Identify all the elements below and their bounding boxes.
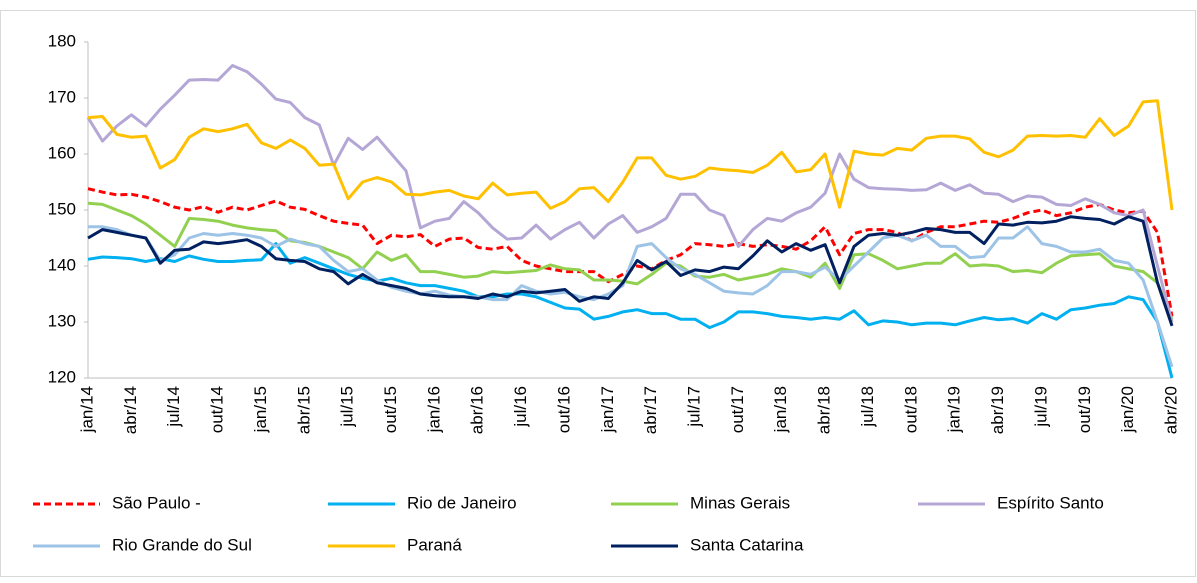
x-tick-label: jul/19 [1031,386,1050,428]
legend-label: São Paulo - [112,493,201,512]
x-tick-label: out/18 [901,386,920,433]
x-tick-label: out/14 [208,386,227,433]
legend-label: Minas Gerais [690,493,790,512]
x-tick-label: abr/18 [815,386,834,434]
legend-label: Paraná [407,535,462,554]
series-line [87,215,1174,327]
x-tick-label: abr/16 [468,386,487,434]
x-tick-label: jul/17 [685,386,704,428]
y-tick-label: 130 [48,311,76,330]
y-tick-label: 140 [48,255,76,274]
x-tick-label: jul/14 [164,386,183,428]
x-tick-label: jan/18 [771,386,790,433]
legend-label: Rio de Janeiro [407,493,517,512]
x-tick-label: abr/17 [641,386,660,434]
x-tick-label: out/19 [1075,386,1094,433]
legend-label: Santa Catarina [690,535,804,554]
series-line [87,99,1174,211]
legend-label: Rio Grande do Sul [112,535,252,554]
x-tick-label: out/15 [381,386,400,433]
x-tick-label: abr/14 [121,386,140,434]
x-tick-label: abr/15 [294,386,313,434]
x-tick-label: jan/19 [945,386,964,433]
chart-border [0,10,1196,577]
x-tick-label: jan/16 [424,386,443,433]
x-tick-label: jul/15 [338,386,357,428]
x-tick-label: jul/16 [511,386,530,428]
legend-label: Espírito Santo [997,493,1104,512]
x-tick-label: abr/20 [1161,386,1180,434]
y-tick-label: 150 [48,199,76,218]
x-tick-label: jan/20 [1118,386,1137,433]
x-tick-label: jan/17 [598,386,617,433]
x-tick-label: jan/15 [251,386,270,433]
x-tick-label: jan/14 [77,386,96,433]
y-tick-label: 170 [48,87,76,106]
x-tick-label: abr/19 [988,386,1007,434]
series-line [87,187,1174,317]
y-tick-label: 180 [48,31,76,50]
x-tick-label: out/17 [728,386,747,433]
y-tick-label: 160 [48,143,76,162]
series-line [88,225,1174,368]
y-tick-label: 120 [48,367,76,386]
series-line [87,201,1174,320]
x-tick-label: jul/18 [858,386,877,428]
series-line [86,64,1174,323]
x-tick-label: out/16 [554,386,573,433]
